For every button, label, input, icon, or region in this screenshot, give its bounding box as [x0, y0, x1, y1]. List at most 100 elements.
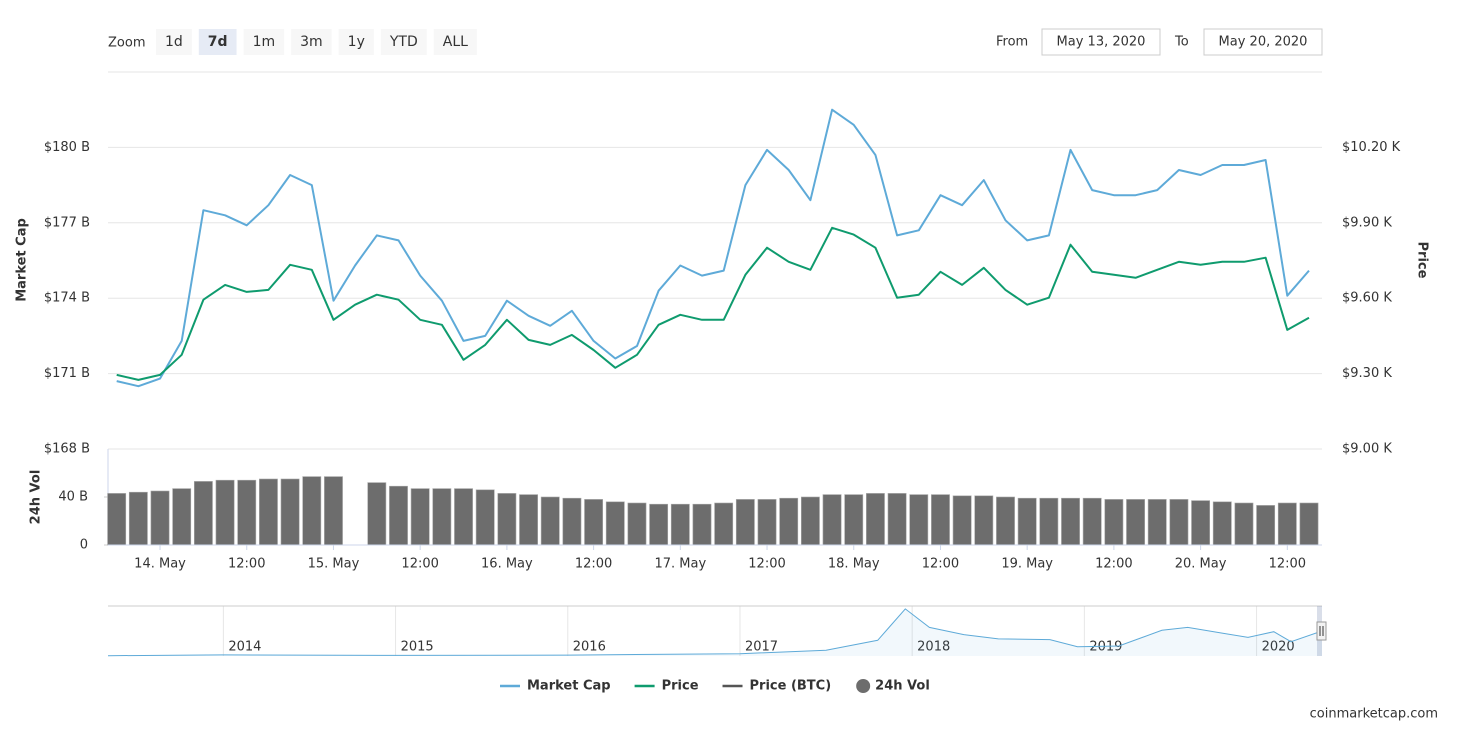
zoom-button[interactable]: 1m: [243, 29, 285, 55]
volume-bar: [302, 476, 322, 546]
volume-bar: [410, 488, 430, 546]
zoom-button-bg[interactable]: [243, 29, 285, 55]
navigator-tick-label: 2017: [745, 640, 778, 655]
navigator-handle-box[interactable]: [1316, 621, 1327, 641]
from-input[interactable]: [1041, 28, 1161, 56]
zoom-button-bg[interactable]: [338, 29, 374, 55]
zoom-button-label[interactable]: ALL: [443, 34, 468, 50]
legend-label[interactable]: Price: [662, 679, 699, 694]
zoom-button[interactable]: 1y: [338, 29, 374, 55]
zoom-button-label[interactable]: 1m: [253, 34, 276, 50]
x-tick-label: 14. May: [134, 557, 186, 572]
navigator-tick-label: 2015: [401, 640, 434, 655]
y-tick-label: $177 B: [44, 215, 90, 230]
zoom-button-bg[interactable]: [433, 29, 477, 55]
zoom-button[interactable]: 3m: [291, 29, 332, 55]
to-value[interactable]: May 20, 2020: [1219, 35, 1308, 50]
legend-item[interactable]: Market Cap: [500, 679, 611, 694]
volume-bar: [909, 494, 929, 546]
y-tick-label: $180 B: [44, 140, 90, 155]
volume-bar: [931, 494, 950, 546]
volume-bar: [1061, 497, 1080, 546]
legend-label[interactable]: Price (BTC): [750, 679, 832, 694]
navigator-handle[interactable]: [1316, 621, 1327, 641]
zoom-button-label[interactable]: 3m: [300, 34, 323, 50]
legend-label[interactable]: Market Cap: [527, 679, 611, 694]
x-tick-label: 12:00: [575, 557, 612, 572]
volume-bar: [1017, 497, 1037, 546]
volume-bar: [1234, 502, 1254, 546]
zoom-button[interactable]: ALL: [433, 29, 477, 55]
volume-bar: [800, 496, 820, 546]
zoom-button[interactable]: 7d: [198, 29, 237, 55]
navigator-tick-label: 2020: [1262, 640, 1295, 655]
y-tick-label: 0: [80, 538, 88, 553]
volume-bar: [714, 502, 734, 546]
x-tick-label: 12:00: [228, 557, 265, 572]
volume-bar: [540, 496, 560, 546]
volume-bar: [996, 496, 1015, 546]
credit[interactable]: coinmarketcap.com: [1310, 707, 1438, 722]
navigator-area: [108, 608, 1322, 656]
volume-bar: [1082, 497, 1102, 546]
zoom-button-label[interactable]: 7d: [208, 34, 228, 50]
legend-label[interactable]: 24h Vol: [875, 679, 930, 694]
volume-bar: [519, 494, 538, 546]
y-axis-title: Market Cap: [15, 218, 30, 302]
legend-symbol[interactable]: [856, 679, 871, 693]
volume-bar: [1104, 499, 1124, 546]
from-label: From: [996, 35, 1028, 50]
zoom-label: Zoom: [108, 36, 145, 51]
zoom-button[interactable]: YTD: [380, 29, 427, 55]
zoom-button-bg[interactable]: [156, 29, 192, 55]
zoom-button-label[interactable]: 1d: [165, 34, 183, 50]
legend-item[interactable]: Price (BTC): [722, 679, 832, 694]
navigator-bg: [108, 606, 1322, 656]
zoom-button-label[interactable]: 1y: [348, 34, 365, 50]
from-value[interactable]: May 13, 2020: [1057, 35, 1146, 50]
volume-bar: [389, 485, 408, 546]
volume-bar: [1256, 505, 1276, 546]
volume-bar: [1212, 501, 1232, 546]
volume-bar: [1277, 502, 1297, 546]
zoom-button-label[interactable]: YTD: [389, 34, 418, 50]
volume-bar: [1039, 497, 1059, 546]
x-tick-label: 12:00: [401, 557, 438, 572]
navigator-tick-label: 2016: [573, 640, 606, 655]
legend-item[interactable]: 24h Vol: [856, 679, 930, 694]
volume-bar: [822, 494, 842, 546]
y2-tick-label: $9.90 K: [1342, 215, 1392, 230]
volume-bar: [280, 478, 300, 546]
x-tick-label: 20. May: [1175, 557, 1227, 572]
y-tick-label: 40 B: [58, 490, 88, 505]
volume-bar: [605, 501, 625, 546]
volume-bar: [757, 499, 777, 546]
volume-bar: [1299, 502, 1319, 546]
y2-axis-title: Price: [1415, 242, 1430, 279]
volume-bar: [128, 491, 148, 546]
zoom-button[interactable]: 1d: [156, 29, 192, 55]
volume-bar: [172, 488, 192, 546]
volume-bar: [627, 502, 647, 546]
zoom-button-bg[interactable]: [291, 29, 332, 55]
y2-tick-label: $9.30 K: [1342, 366, 1392, 381]
legend-item[interactable]: Price: [634, 679, 699, 694]
x-tick-label: 16. May: [481, 557, 533, 572]
zoom-button-bg[interactable]: [380, 29, 427, 55]
volume-bar: [844, 494, 864, 546]
x-tick-label: 15. May: [308, 557, 360, 572]
to-input[interactable]: [1203, 28, 1323, 56]
volume-bar: [432, 488, 452, 546]
to-label: To: [1174, 35, 1189, 50]
volume-bar: [237, 479, 257, 546]
zoom-button-bg[interactable]: [198, 29, 237, 55]
y-axis-title: 24h Vol: [29, 470, 44, 525]
x-tick-label: 18. May: [828, 557, 880, 572]
volume-bar: [866, 493, 885, 546]
x-tick-label: 12:00: [1095, 557, 1132, 572]
x-tick-label: 17. May: [654, 557, 706, 572]
volume-bar: [779, 497, 799, 546]
y-tick-label: $174 B: [44, 291, 90, 306]
